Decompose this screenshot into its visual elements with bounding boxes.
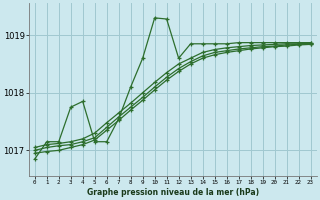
X-axis label: Graphe pression niveau de la mer (hPa): Graphe pression niveau de la mer (hPa) [87, 188, 259, 197]
